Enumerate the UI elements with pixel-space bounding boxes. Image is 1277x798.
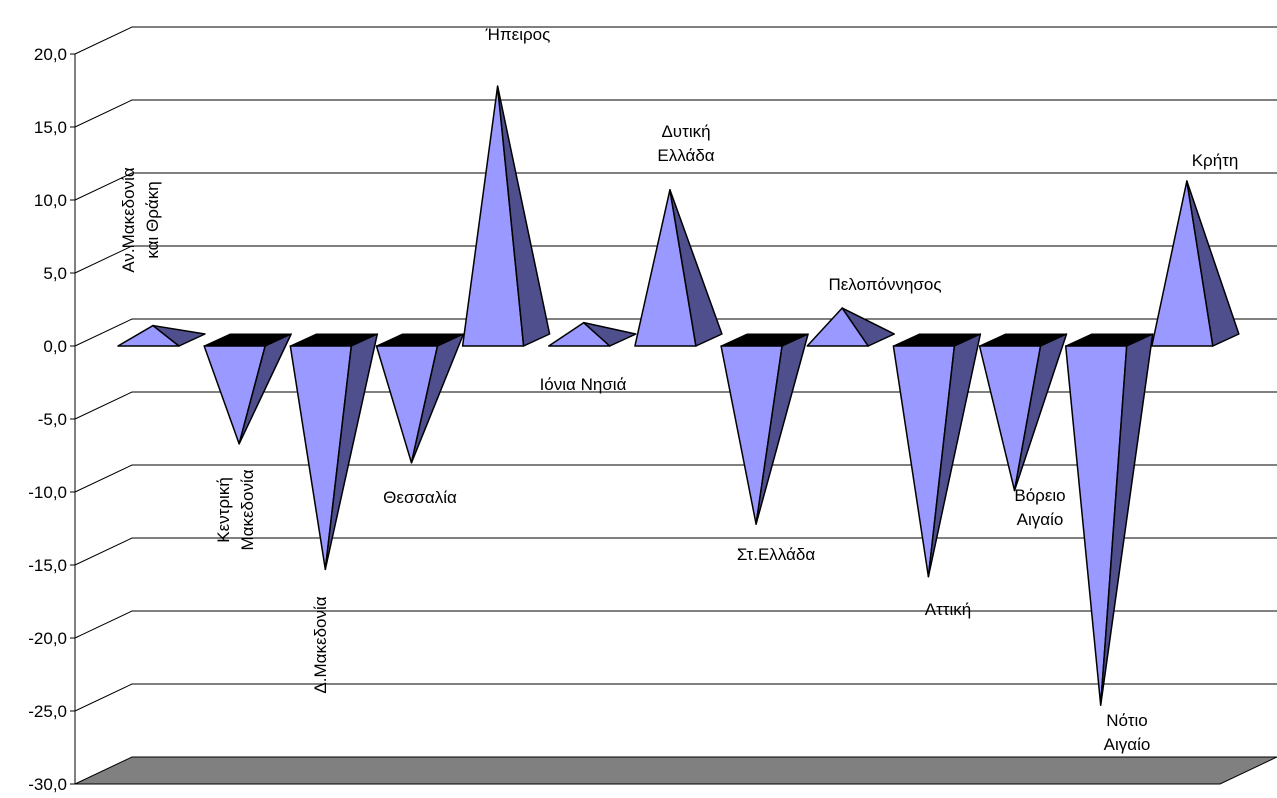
pyramid-bar (289, 333, 379, 571)
y-tick-label: 0,0 (43, 337, 67, 356)
gridline (74, 172, 1277, 201)
gridline (74, 391, 1277, 420)
floor-plane (74, 756, 1277, 785)
pyramid-bar (720, 333, 809, 525)
category-label: Βόρειο Αιγαίο (1014, 486, 1065, 529)
y-tick-label: -25,0 (28, 702, 67, 721)
y-tick-label: 5,0 (43, 264, 67, 283)
category-label: Ιόνια Νησιά (540, 375, 627, 394)
pyramid-series (117, 85, 1240, 706)
y-tick-label: -20,0 (28, 629, 67, 648)
category-label: Στ.Ελλάδα (737, 545, 816, 564)
y-tick-label: 10,0 (34, 191, 67, 210)
y-tick-label: -15,0 (28, 556, 67, 575)
pyramid-bar (892, 333, 982, 578)
pyramid-bar (806, 307, 895, 347)
category-label: Δ.Μακεδονία (311, 596, 330, 693)
pyramid-bar (548, 321, 637, 347)
category-label: Αν.Μακεδονία και Θράκη (119, 167, 162, 273)
gridline (74, 464, 1277, 493)
pyramid-bar (978, 333, 1068, 492)
y-tick-label: -10,0 (28, 483, 67, 502)
chart-floor (74, 756, 1277, 785)
gridline (74, 683, 1277, 712)
category-label: Θεσσαλία (383, 488, 457, 507)
y-tick-label: 20,0 (34, 45, 67, 64)
gridline (74, 318, 1277, 347)
pyramid-bar (1064, 333, 1154, 706)
pyramid-bar (634, 189, 723, 347)
gridline (74, 245, 1277, 274)
pyramid-bar (117, 324, 206, 347)
pyramid-bar (461, 85, 551, 347)
pyramid-bar (1151, 180, 1240, 347)
category-label: Νότιο Αιγαίο (1104, 711, 1151, 754)
category-label: Αττική (925, 600, 972, 619)
y-axis: 20,0 15,0 10,0 5,0 0,0 -5,0 -10,0 -15,0 -20,0 -25… (28, 45, 76, 794)
category-label: Δυτική Ελλάδα (657, 122, 714, 165)
pyramid-bar (203, 333, 292, 445)
category-label: Κρήτη (1192, 151, 1239, 170)
y-tick-label: -30,0 (28, 775, 67, 794)
gridline (74, 26, 1277, 55)
gridline (74, 99, 1277, 128)
category-labels: Αν.Μακεδονία και Θράκη Κεντρική Μακεδονία Δ.… (119, 25, 1238, 754)
y-tick-label: 15,0 (34, 118, 67, 137)
category-label: Κεντρική Μακεδονία (214, 469, 257, 550)
pyramid-bar (375, 333, 465, 464)
category-label: Πελοπόννησος (828, 275, 941, 294)
y-tick-label: -5,0 (38, 410, 67, 429)
gridline (74, 610, 1277, 639)
gridline (74, 537, 1277, 566)
grid-lines (74, 26, 1277, 712)
category-label: Ήπειρος (485, 25, 551, 44)
